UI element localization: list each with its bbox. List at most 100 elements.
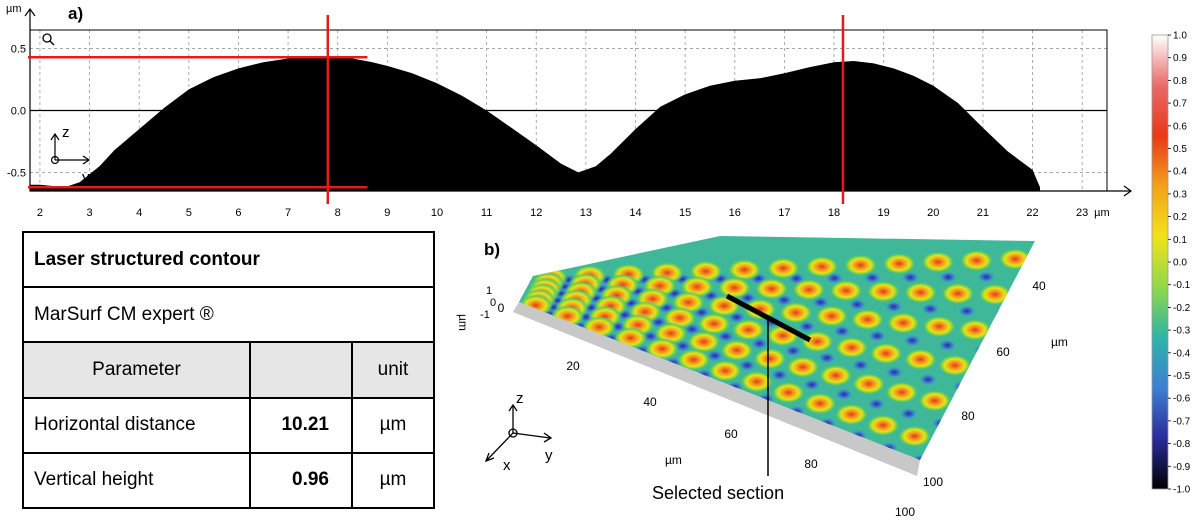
surface-bump bbox=[886, 312, 921, 334]
surface-z-tick-label: 1 bbox=[486, 285, 492, 297]
colorbar-tick-label: -1.0 bbox=[1173, 485, 1191, 496]
x-tick-label: 13 bbox=[580, 207, 592, 219]
surface-front-wall bbox=[513, 302, 920, 476]
y-axis-arrow bbox=[24, 7, 36, 17]
parameter-table: Laser structured contour MarSurf CM expe… bbox=[22, 230, 435, 510]
surface-pit bbox=[750, 337, 769, 350]
x-tick-label: 5 bbox=[186, 207, 192, 219]
surface-bump bbox=[645, 337, 680, 360]
colorbar-tick-label: 0.0 bbox=[1173, 258, 1187, 269]
surface-y-tick-label: 40 bbox=[1032, 279, 1046, 293]
surface-bump bbox=[717, 276, 752, 299]
surface-x-tick-label: 0 bbox=[498, 301, 505, 315]
surface-bump bbox=[897, 425, 932, 448]
surface-x-tick-label: 60 bbox=[724, 427, 738, 441]
x-tick-label: 2 bbox=[37, 207, 43, 219]
surface-pit bbox=[939, 271, 958, 284]
surface-bump bbox=[752, 347, 787, 370]
header-value bbox=[249, 341, 353, 399]
selected-section-line bbox=[725, 293, 812, 343]
x-tick-label: 20 bbox=[927, 207, 939, 219]
colorbar-tick-label: -0.8 bbox=[1173, 439, 1191, 450]
row-name: Vertical height bbox=[22, 451, 251, 510]
y-tick-label: 0.0 bbox=[11, 106, 26, 118]
surface-bump bbox=[882, 252, 917, 275]
surface-bump bbox=[851, 372, 886, 395]
colorbar-tick-label: -0.4 bbox=[1173, 348, 1191, 359]
surface-bump bbox=[834, 336, 869, 359]
surface-pit bbox=[770, 369, 789, 381]
surface-pit bbox=[931, 417, 950, 430]
x-tick-label: 9 bbox=[384, 207, 390, 219]
surface-y-tick-label: 100 bbox=[923, 475, 943, 489]
colorbar-tick-label: 0.3 bbox=[1173, 189, 1187, 200]
row-value: 0.96 bbox=[249, 451, 353, 510]
surface-bump bbox=[778, 301, 813, 324]
x-tick-label: 19 bbox=[878, 207, 890, 219]
x-tick-labels: 2 3 4 5 6 7 8 9 10 11 12 13 14 15 16 17 18 19 20 21 22 23 bbox=[37, 207, 1088, 219]
axis-icon-y-label: y bbox=[82, 169, 90, 186]
surface-pit bbox=[867, 398, 886, 410]
surface-pit bbox=[957, 305, 976, 318]
surface-pit bbox=[903, 334, 922, 347]
surface-x-tick-label: 100 bbox=[895, 505, 915, 519]
surface-bump bbox=[727, 258, 762, 281]
surface-bump bbox=[697, 312, 732, 335]
surface-bump bbox=[814, 305, 849, 328]
selected-section-label: Selected section bbox=[652, 483, 785, 503]
surface-y-unit: µm bbox=[1051, 335, 1068, 349]
table-row: Horizontal distance 10.21 µm bbox=[22, 396, 435, 454]
surface-bump bbox=[884, 381, 919, 404]
header-parameter: Parameter bbox=[22, 341, 251, 399]
surface-pit bbox=[921, 302, 940, 315]
colorbar-tick-label: 0.4 bbox=[1173, 167, 1187, 178]
y-tick-label: -0.5 bbox=[7, 167, 26, 179]
surface-x-tick-labels: 0 20 40 60 80 100 bbox=[498, 301, 916, 519]
x-tick-label: 16 bbox=[729, 207, 741, 219]
zoom-icon[interactable] bbox=[42, 33, 55, 46]
axes-3d-icon bbox=[484, 403, 553, 463]
x-tick-label: 12 bbox=[530, 207, 542, 219]
surface-pit bbox=[848, 298, 867, 311]
colorbar-tick-label: -0.7 bbox=[1173, 416, 1191, 427]
surface-bump bbox=[708, 359, 743, 382]
x-axis-label: µm bbox=[1094, 207, 1110, 219]
surface-bump bbox=[829, 279, 864, 302]
colorbar-tick-label: 0.6 bbox=[1173, 121, 1187, 132]
x-tick-label: 8 bbox=[335, 207, 341, 219]
surface-z-tick-label: 0 bbox=[490, 297, 496, 309]
surface-y-tick-label: 60 bbox=[996, 345, 1010, 359]
colorbar-tick-label: -0.1 bbox=[1173, 280, 1191, 291]
surface-pit bbox=[994, 307, 1013, 320]
surface-bump bbox=[771, 381, 806, 404]
row-unit: µm bbox=[351, 396, 435, 454]
surface-z-tick-labels: 10-1 bbox=[480, 285, 496, 321]
y-tick-labels: 0.5 0.0 -0.5 bbox=[7, 44, 26, 180]
axis-icon-y-label: y bbox=[545, 447, 553, 464]
surface-pit bbox=[868, 329, 887, 342]
surface-y-tick-labels: 40 60 80 100 bbox=[923, 279, 1046, 489]
panel-a-label: a) bbox=[68, 4, 84, 23]
surface-bump bbox=[800, 330, 835, 353]
header-unit: unit bbox=[351, 341, 435, 399]
surface-bump bbox=[803, 392, 837, 415]
surface-z-tick-label: -1 bbox=[480, 309, 490, 321]
surface-pit bbox=[977, 270, 996, 283]
surface-bump bbox=[937, 354, 972, 377]
surface-pit bbox=[919, 373, 937, 386]
surface-pit bbox=[885, 366, 904, 379]
surface-bump bbox=[791, 278, 826, 301]
x-tick-label: 4 bbox=[136, 207, 142, 219]
profile-chart: 2 3 4 5 6 7 8 9 10 11 12 13 14 15 16 17 18 19 20 21 22 23 0.5… bbox=[6, 3, 1133, 219]
surface-z-unit: µm bbox=[456, 314, 470, 331]
surface-pit bbox=[835, 388, 853, 401]
surface-x-tick-label: 40 bbox=[643, 395, 657, 409]
surface-bump bbox=[676, 348, 711, 371]
surface-bump bbox=[743, 298, 777, 321]
x-tick-label: 22 bbox=[1026, 207, 1038, 219]
colorbar-tick-label: 1.0 bbox=[1173, 31, 1187, 42]
x-tick-label: 14 bbox=[629, 207, 641, 219]
surface-bump bbox=[804, 255, 839, 278]
surface-bump bbox=[866, 414, 901, 437]
axis-icon-z-label: z bbox=[62, 124, 70, 141]
